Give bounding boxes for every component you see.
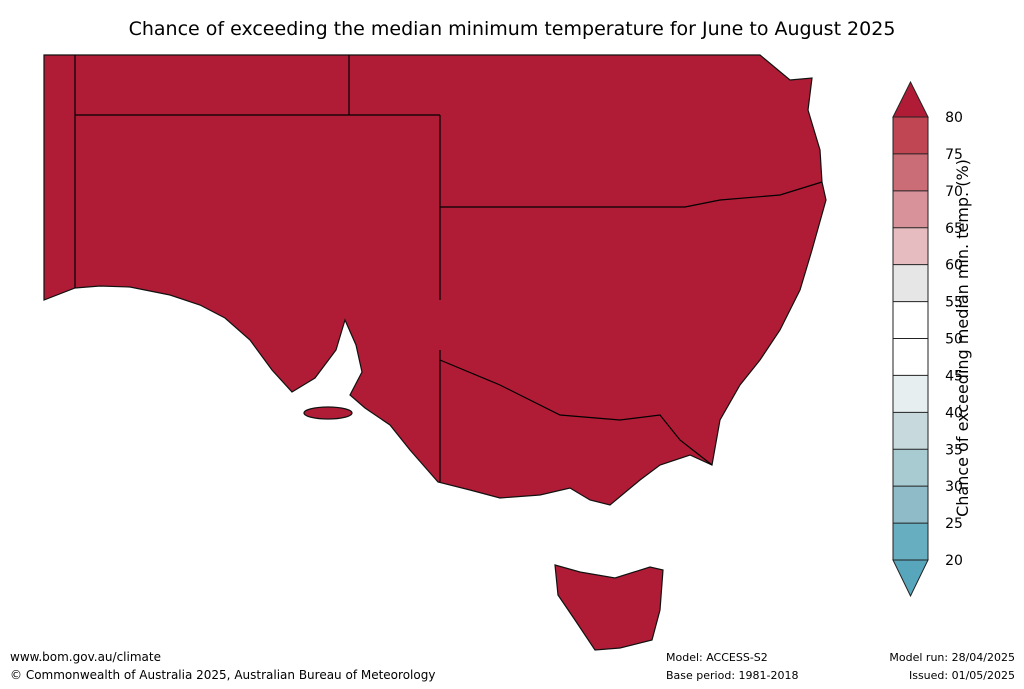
colorbar-bin — [893, 523, 928, 560]
colorbar-bin — [893, 301, 928, 339]
footer-base-period: Base period: 1981-2018 — [666, 669, 798, 682]
colorbar-tick-label: 70 — [945, 184, 963, 200]
colorbar-bin — [893, 153, 928, 191]
colorbar-tick-label: 50 — [945, 332, 963, 348]
colorbar-tick-label: 60 — [945, 258, 963, 274]
tasmania — [554, 564, 664, 651]
state-borders — [74, 55, 823, 482]
colorbar-tick-label: 65 — [945, 221, 963, 237]
colorbar-tick-label: 20 — [945, 553, 963, 569]
colorbar-bin — [893, 338, 928, 376]
footer-issued: Issued: 01/05/2025 — [909, 669, 1015, 682]
mainland — [43, 54, 827, 506]
colorbar-bin — [893, 227, 928, 265]
kangaroo-island — [303, 406, 353, 420]
colorbar-bin — [893, 486, 928, 524]
colorbar-bin — [893, 375, 928, 413]
colorbar-bin — [893, 449, 928, 487]
colorbar-bin — [893, 412, 928, 450]
colorbar-tick-label: 40 — [945, 405, 963, 421]
colorbar-bin — [893, 117, 928, 154]
title: Chance of exceeding the median minimum t… — [129, 18, 896, 40]
footer-model-run: Model run: 28/04/2025 — [889, 651, 1015, 664]
colorbar-tick-label: 35 — [945, 442, 963, 458]
colorbar-bin — [893, 264, 928, 302]
colorbar-bin — [893, 190, 928, 228]
footer-model: Model: ACCESS-S2 — [666, 651, 768, 664]
footer-website: www.bom.gov.au/climate — [10, 650, 161, 664]
colorbar-label: Chance of exceeding median min. temp. (%… — [953, 159, 972, 517]
colorbar-tick-label: 25 — [945, 516, 963, 532]
footer-copyright: © Commonwealth of Australia 2025, Austra… — [10, 668, 435, 682]
colorbar-tick-label: 75 — [945, 147, 963, 163]
colorbar-tick-label: 80 — [945, 110, 963, 126]
colorbar: 20 25 30 35 40 45 50 55 60 65 70 75 80 — [892, 80, 963, 598]
map — [43, 54, 827, 651]
colorbar-over — [892, 80, 929, 118]
colorbar-tick-label: 55 — [945, 295, 963, 311]
colorbar-tick-label: 30 — [945, 479, 963, 495]
colorbar-under — [892, 559, 929, 598]
colorbar-tick-label: 45 — [945, 368, 963, 384]
